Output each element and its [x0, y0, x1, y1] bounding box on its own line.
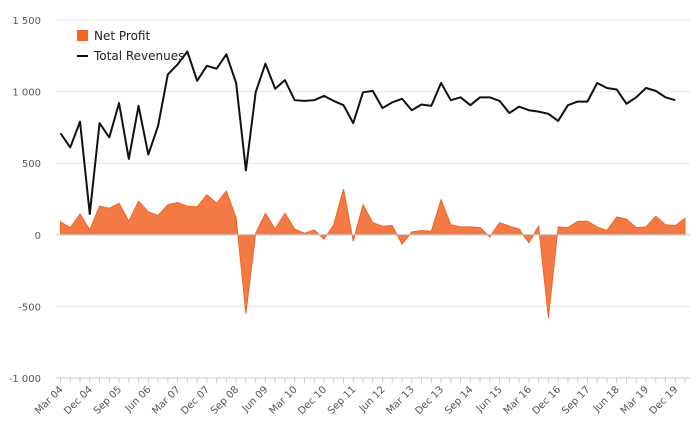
- x-tick-label: Mar 07: [150, 384, 182, 416]
- y-tick-label: -500: [18, 302, 41, 313]
- x-tick-label: Jun 06: [123, 384, 154, 415]
- x-tick-label: Sep 11: [326, 384, 358, 416]
- y-tick-label: -1 000: [9, 374, 41, 385]
- y-tick-label: 1 500: [12, 16, 41, 27]
- x-tick-label: Dec 04: [62, 384, 95, 417]
- x-tick-label: Dec 07: [179, 384, 212, 417]
- x-axis-ticks: [60, 378, 686, 383]
- gridlines: [56, 19, 690, 379]
- net-profit-area: [60, 188, 686, 318]
- x-tick-label: Jun 12: [357, 384, 388, 415]
- x-tick-label: Jun 15: [474, 384, 505, 415]
- x-tick-label: Mar 04: [33, 384, 65, 416]
- y-tick-label: 1 000: [12, 88, 41, 99]
- total-revenues-line: [59, 50, 676, 216]
- x-tick-label: Mar 10: [267, 384, 299, 416]
- x-tick-label: Mar 19: [619, 384, 651, 416]
- x-tick-label: Jun 09: [240, 384, 271, 415]
- x-tick-label: Dec 10: [296, 384, 329, 417]
- x-tick-label: Sep 17: [560, 384, 592, 416]
- y-tick-label: 0: [35, 231, 41, 242]
- x-tick-label: Dec 16: [531, 384, 564, 417]
- legend-label-total-revenues: Total Revenues: [93, 49, 184, 63]
- x-tick-label: Mar 16: [502, 384, 534, 416]
- x-tick-label: Sep 05: [92, 384, 124, 416]
- x-tick-label: Mar 13: [385, 384, 417, 416]
- x-tick-label: Sep 14: [443, 384, 475, 416]
- legend: Net Profit Total Revenues: [77, 29, 184, 63]
- legend-swatch-net-profit: [77, 30, 88, 41]
- legend-label-net-profit: Net Profit: [94, 29, 150, 43]
- y-tick-label: 500: [22, 159, 41, 170]
- x-tick-label: Jun 18: [591, 384, 622, 415]
- x-tick-label: Dec 19: [648, 384, 681, 417]
- x-tick-label: Sep 08: [209, 384, 241, 416]
- y-axis-labels: 1 500 1 000 500 0 -500 -1 000: [9, 16, 41, 385]
- x-tick-label: Dec 13: [413, 384, 446, 417]
